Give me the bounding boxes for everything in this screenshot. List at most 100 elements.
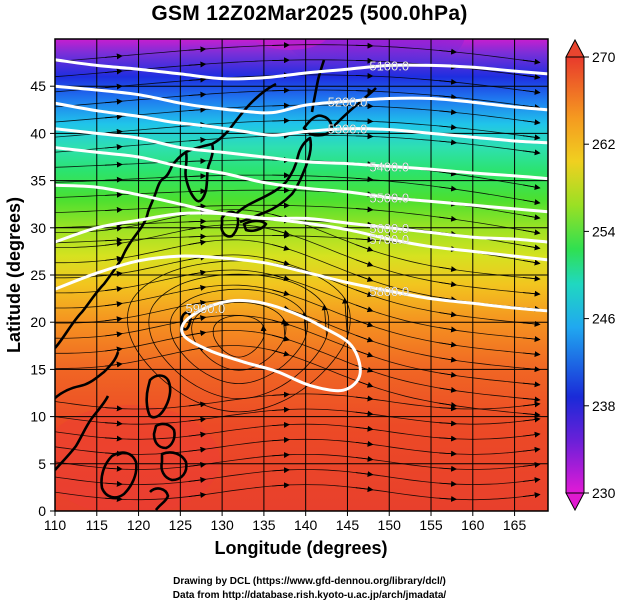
wind-arrow [439,311,458,318]
x-tick-label: 160 [461,517,485,533]
y-tick-label: 10 [30,409,46,425]
contour-label: 5700.0 [369,232,409,247]
coastline-sakhalin [310,59,326,113]
colorbar-tick-label: 230 [592,485,616,501]
wind-arrow [188,76,207,83]
wind-arrow [355,319,374,328]
warm-patch [55,405,220,511]
wind-arrow [188,218,207,225]
wind-arrow [188,284,207,291]
wind-arrow [355,349,374,358]
colorbar-tick-label: 254 [592,223,616,239]
wind-arrow [105,53,123,60]
wind-arrow [355,88,374,95]
wind-arrow [439,480,458,487]
streamline [55,484,540,501]
contour-labels: 5100.0 5200.0 5300.0 5400.0 5500.0 5600.05700… [185,58,409,316]
wind-arrow [439,266,458,273]
streamline [55,134,540,154]
wind-arrow [355,176,374,183]
wind-arrow [188,492,207,499]
wind-arrow [105,237,123,244]
wind-arrow [522,275,541,282]
coastline-taiwan [180,311,192,331]
height-contour-line [55,84,548,115]
x-tick-label: 155 [419,517,443,533]
wind-arrow [522,104,541,111]
wind-arrow [105,361,123,368]
wind-arrow [439,215,458,222]
x-tick-label: 165 [503,517,527,533]
wind-arrow [522,58,541,65]
wind-arrow [522,396,541,403]
coastline-borneo [100,451,138,499]
colorbar-tick-label: 246 [592,311,616,327]
wind-arrow [105,206,123,213]
y-tick-label: 20 [30,314,46,330]
wind-arrow [355,410,374,417]
wind-arrow [522,446,541,453]
wind-arrow [439,109,458,116]
polar-low-shading-west [253,39,327,50]
wind-arrow [439,420,458,427]
wind-arrow [439,281,458,288]
streamline [55,204,540,234]
wind-arrow [272,421,290,428]
wind-arrow [522,336,541,342]
wind-arrow [188,239,207,246]
wind-arrow [522,431,541,438]
contour-label: 5300.0 [328,122,368,137]
streamline [55,174,540,204]
height-contour-line [180,298,362,393]
wind-arrow [355,57,374,64]
credit-drawing: Drawing by DCL (https://www.gfd-dennou.o… [173,576,446,587]
wind-arrow [105,286,123,292]
streamline [55,345,540,416]
wind-arrow [522,259,541,266]
streamline [55,284,540,355]
wind-arrow [272,482,290,489]
colorbar-tick-label: 262 [592,136,616,152]
contour-label: 5800.0 [369,284,409,299]
wind-arrow [105,98,123,105]
streamline [55,314,540,386]
wind-arrow [355,274,374,282]
wind-arrow [272,244,290,251]
x-axis-label: Longitude (degrees) [214,538,387,558]
colorbar-max-arrow [565,38,585,58]
streamline [55,329,540,401]
contour-label: 5900.0 [186,301,226,316]
wind-arrow [188,269,207,276]
x-tick-label: 110 [44,517,67,533]
wind-arrow [105,161,123,168]
height-contour-line [55,183,548,244]
wind-arrow [522,199,541,206]
x-axis: 110 115 120 125 130 135 140 145 150 155 160 165 [44,511,527,533]
wind-arrow [188,431,207,438]
colorbar-ticks: 230 238 246 254 262 270 [584,49,616,501]
wind-arrow [105,465,123,472]
anticyclone-streamline [169,288,308,385]
wind-arrow [439,435,458,442]
coastline-luzon [145,374,172,419]
wind-arrow [439,48,458,55]
x-tick-label: 130 [210,517,234,533]
wind-arrow [439,93,458,100]
wind-arrow [355,42,374,49]
x-tick-label: 150 [378,517,402,533]
x-tick-label: 115 [86,517,109,533]
contour-label: 5400.0 [369,159,409,174]
wind-arrow [272,452,290,459]
y-tick-label: 40 [30,125,46,141]
wind-arrow [439,450,458,457]
contour-label: 5100.0 [369,58,409,73]
wind-arrow [439,185,458,192]
wind-arrow [105,128,123,135]
wind-arrow [188,476,207,483]
wind-arrow [355,395,374,402]
x-tick-label: 145 [336,517,360,533]
wind-arrow [522,416,541,423]
streamline [55,393,540,410]
height-contour-line [55,211,548,262]
